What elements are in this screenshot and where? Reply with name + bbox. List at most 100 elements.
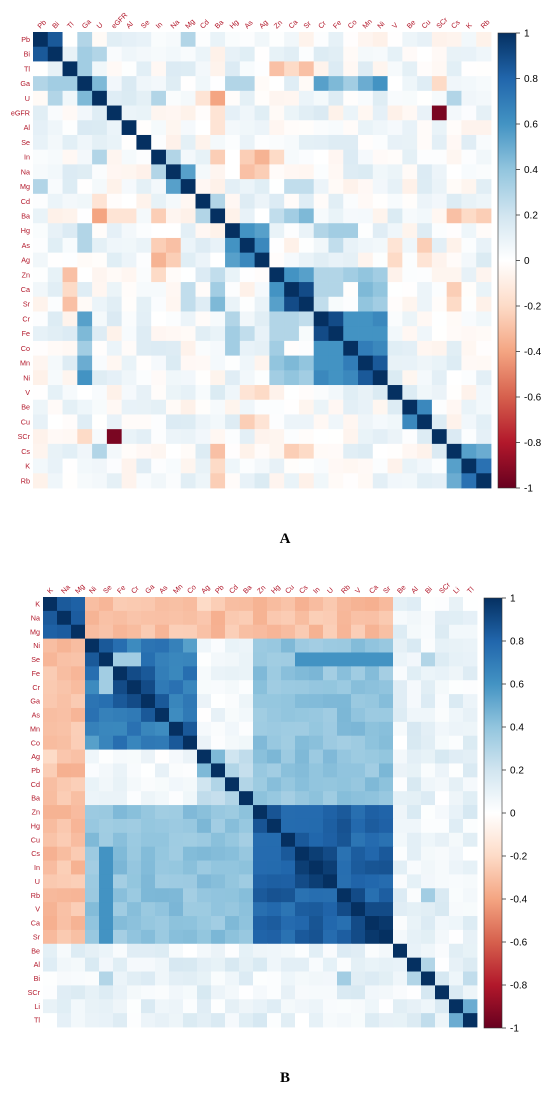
cell-ga-ni	[85, 694, 100, 709]
cell-zn-mn	[358, 267, 374, 283]
cell-scr-v	[387, 429, 403, 445]
cell-ba-tl	[463, 791, 478, 806]
cell-bi-ga	[77, 46, 93, 62]
cell-in-scr	[435, 860, 450, 875]
cell-cs-cr	[127, 846, 142, 861]
cell-sr-co	[343, 296, 359, 312]
cell-se-sr	[379, 652, 394, 667]
cell-co-ba	[210, 340, 226, 357]
cell-fe-sr	[298, 326, 315, 342]
cell-zn-cu	[281, 805, 296, 820]
cell-ba-ni	[85, 791, 100, 806]
cell-ga-hg	[225, 76, 241, 92]
cell-be-k	[461, 399, 477, 415]
cell-li-cs	[295, 999, 310, 1014]
cell-al-u	[92, 120, 108, 136]
cell-mg-fe	[113, 624, 128, 640]
cell-in-as	[239, 149, 256, 165]
cell-se-scr	[431, 134, 448, 151]
cell-bi-na	[165, 46, 182, 62]
row-label-mg: Mg	[30, 627, 40, 636]
cell-k-ca	[365, 597, 380, 612]
cell-u-cd	[225, 874, 240, 889]
cell-ba-scr	[431, 208, 448, 224]
cell-as-v	[387, 237, 403, 254]
cell-ni-rb	[476, 370, 492, 386]
row-label-rb: Rb	[31, 891, 40, 900]
cell-k-u	[323, 597, 338, 612]
cell-se-cr	[127, 652, 142, 667]
cell-bi-mg	[71, 971, 86, 986]
cell-li-mn	[169, 999, 184, 1014]
cell-co-cs	[446, 340, 462, 357]
cell-as-mn	[358, 237, 374, 254]
cell-cd-ni	[85, 777, 100, 792]
cell-k-in	[151, 458, 167, 474]
cell-ca-u	[323, 916, 338, 931]
cell-tl-egfr	[106, 61, 123, 77]
cell-be-sr	[379, 943, 394, 959]
cell-mn-ag	[197, 721, 212, 737]
cell-li-na	[57, 999, 72, 1014]
cell-zn-ba	[239, 805, 254, 820]
cell-ni-tl	[62, 370, 78, 386]
cell-ca-ga	[141, 916, 156, 931]
cell-li-k	[43, 999, 58, 1014]
cell-k-cr	[313, 458, 329, 474]
column-label-ba: Ba	[213, 18, 226, 31]
cell-co-na	[57, 735, 72, 750]
cell-se-k	[461, 134, 477, 151]
cell-na-rb	[337, 610, 352, 626]
cell-zn-ga	[77, 267, 93, 283]
cell-as-bi	[47, 237, 63, 254]
cell-in-mg	[180, 149, 196, 165]
cell-ni-cd	[195, 370, 211, 386]
cell-rb-cr	[127, 888, 142, 903]
heatmap-b: K Na Mg Ni Se Fe Cr Ga As Mn Co Ag Pb Cd Ba Zn Hg Cu Cs In U…	[28, 580, 528, 1086]
cell-tl-ni	[372, 61, 388, 77]
cell-cr-co	[343, 311, 359, 327]
cell-na-ag	[254, 164, 270, 180]
cell-cu-cs	[446, 414, 462, 430]
cell-scr-cs	[446, 429, 462, 445]
cell-v-as	[239, 385, 256, 401]
cell-u-hg	[267, 874, 282, 889]
cell-sr-as	[239, 296, 256, 312]
cell-in-rb	[476, 149, 492, 165]
cell-be-cs	[446, 399, 462, 415]
cell-pb-hg	[225, 32, 241, 48]
cell-u-mn	[169, 874, 184, 889]
cell-ca-scr	[431, 282, 448, 298]
cell-fe-u	[92, 326, 108, 342]
cell-tl-u	[323, 1013, 338, 1028]
cell-v-cu	[281, 902, 296, 917]
cell-tl-cr	[313, 61, 329, 77]
cell-scr-u	[323, 985, 338, 1000]
cell-sr-ga	[77, 296, 93, 312]
cell-tl-mg	[180, 61, 196, 77]
cell-mg-ni	[85, 624, 100, 640]
cell-be-bi	[47, 399, 63, 415]
cell-cr-k	[461, 311, 477, 327]
cell-ga-cs	[446, 76, 462, 92]
cell-as-cr	[313, 237, 329, 254]
cell-as-k	[43, 707, 58, 723]
cell-rb-rb	[476, 473, 492, 489]
cell-cs-hg	[225, 443, 241, 459]
cell-k-ga	[77, 458, 93, 474]
cell-co-hg	[225, 340, 241, 357]
cell-tl-zn	[269, 61, 285, 77]
cell-se-mg	[71, 652, 86, 667]
cell-hg-mg	[71, 818, 86, 834]
cell-hg-hg	[225, 223, 241, 239]
cell-be-fe	[328, 399, 344, 415]
row-label-hg: Hg	[21, 226, 30, 235]
cell-sr-cr	[127, 929, 142, 945]
cell-mn-bi	[421, 721, 436, 737]
cell-k-scr	[435, 597, 450, 612]
cell-mg-v	[351, 624, 366, 640]
cell-scr-co	[183, 985, 198, 1000]
cell-mn-fe	[113, 721, 128, 737]
cell-cs-rb	[337, 846, 352, 861]
